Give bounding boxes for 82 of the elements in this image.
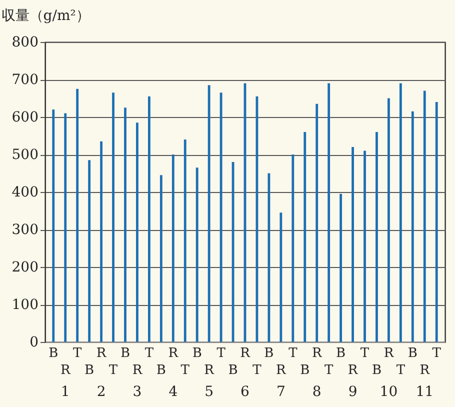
text: 11 [416, 384, 434, 400]
text: 1 [60, 384, 70, 400]
x-tick-label: T [396, 363, 406, 378]
bar [100, 141, 102, 342]
bar [316, 104, 318, 342]
bar [328, 83, 330, 342]
y-tick-label: 300 [12, 222, 38, 238]
text: 3 [132, 384, 142, 400]
bar [64, 113, 67, 342]
text: 6 [240, 384, 250, 400]
bar [136, 122, 138, 342]
bar [423, 90, 426, 342]
x-tick-label: R [276, 363, 288, 378]
x-tick-label: R [60, 363, 72, 378]
x-tick-label: B [300, 363, 310, 378]
x-tick-label: R [312, 346, 323, 361]
x-tick-label: T [108, 363, 118, 378]
x-tick-label: T [432, 346, 442, 361]
bar [292, 154, 294, 342]
bar [148, 96, 150, 342]
text: 7 [276, 384, 286, 400]
x-tick-label: T [180, 363, 190, 378]
bar [196, 168, 198, 342]
y-tick-label: 100 [12, 297, 38, 313]
x-tick-label: B [48, 346, 58, 361]
x-tick-label: R [420, 363, 431, 378]
x-tick-label: R [348, 363, 359, 378]
y-tick-label: 800 [12, 34, 38, 50]
bar [399, 83, 402, 342]
y-tick-label: 700 [12, 72, 38, 88]
x-tick-label: B [120, 346, 130, 361]
y-tick-label: 200 [12, 260, 38, 276]
x-tick-label: B [192, 346, 202, 361]
bar [340, 194, 342, 342]
x-tick-label: T [288, 346, 298, 361]
bar [112, 92, 114, 342]
bar [88, 160, 91, 342]
bar [388, 98, 390, 342]
text: 2 [96, 384, 106, 400]
x-tick-label: T [216, 346, 226, 361]
text: 10 [380, 384, 398, 400]
y-tick-label: 500 [12, 147, 38, 163]
x-tick-label: B [156, 363, 166, 378]
y-tick-label: 0 [30, 334, 38, 350]
y-tick-label: 400 [12, 184, 38, 200]
x-tick-label: B [264, 346, 274, 361]
bar [76, 88, 79, 342]
text: 5 [204, 384, 214, 400]
x-tick-label: T [324, 363, 334, 378]
bar [411, 111, 414, 342]
x-tick-label: B [84, 363, 94, 378]
y-tick-label: 600 [12, 110, 38, 126]
x-tick-label: B [372, 363, 382, 378]
x-tick-label: R [132, 363, 144, 378]
x-tick-label: T [360, 346, 370, 361]
text: 8 [312, 384, 322, 400]
x-tick-label: R [384, 346, 395, 361]
x-tick-label: T [73, 346, 82, 361]
bar [124, 108, 126, 342]
bar [280, 212, 282, 342]
x-tick-label: R [204, 363, 216, 378]
bar [304, 132, 306, 342]
y-axis-title: 収量（g/m²） [1, 8, 90, 24]
x-tick-label: B [336, 346, 346, 361]
bar [364, 150, 366, 342]
x-tick-label: R [168, 346, 180, 361]
x-tick-label: R [240, 346, 252, 361]
bar [435, 102, 438, 342]
x-tick-label: T [252, 363, 262, 378]
bar [172, 154, 174, 342]
x-tick-label: T [144, 346, 154, 361]
bar [352, 147, 354, 342]
bar [160, 175, 162, 342]
bar [208, 85, 210, 342]
bar [52, 110, 55, 342]
bar [376, 132, 378, 342]
x-tick-label: R [96, 346, 108, 361]
text: 9 [348, 384, 358, 400]
x-tick-label: B [228, 363, 238, 378]
bar [184, 140, 186, 342]
text: 4 [168, 384, 178, 400]
x-tick-label: B [408, 346, 418, 361]
